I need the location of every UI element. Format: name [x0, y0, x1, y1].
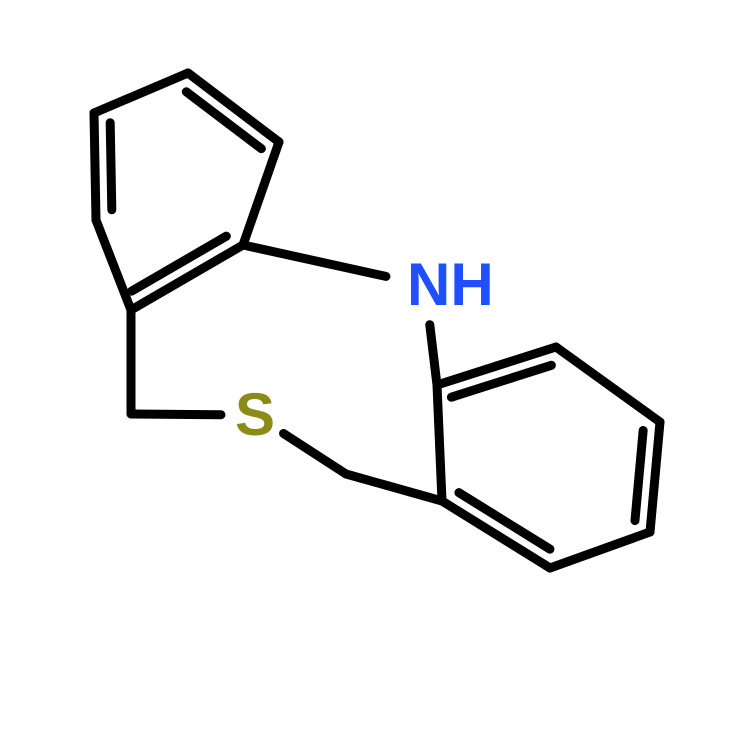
bond: [550, 532, 650, 568]
bond: [430, 325, 437, 385]
bond: [243, 245, 386, 276]
bond: [650, 422, 660, 532]
bond: [556, 347, 660, 422]
bond: [94, 113, 96, 220]
atom-label-s: S: [235, 381, 275, 448]
bond: [437, 385, 442, 501]
bond: [131, 414, 221, 415]
molecule-canvas: S NH: [0, 0, 740, 740]
bond: [110, 123, 112, 210]
bond: [284, 433, 346, 474]
bond: [96, 220, 131, 310]
bond: [451, 365, 551, 397]
atom-label-nh: NH: [407, 251, 494, 318]
bond: [346, 474, 442, 501]
bond: [94, 73, 188, 113]
bond: [635, 431, 643, 521]
bond: [243, 142, 279, 245]
